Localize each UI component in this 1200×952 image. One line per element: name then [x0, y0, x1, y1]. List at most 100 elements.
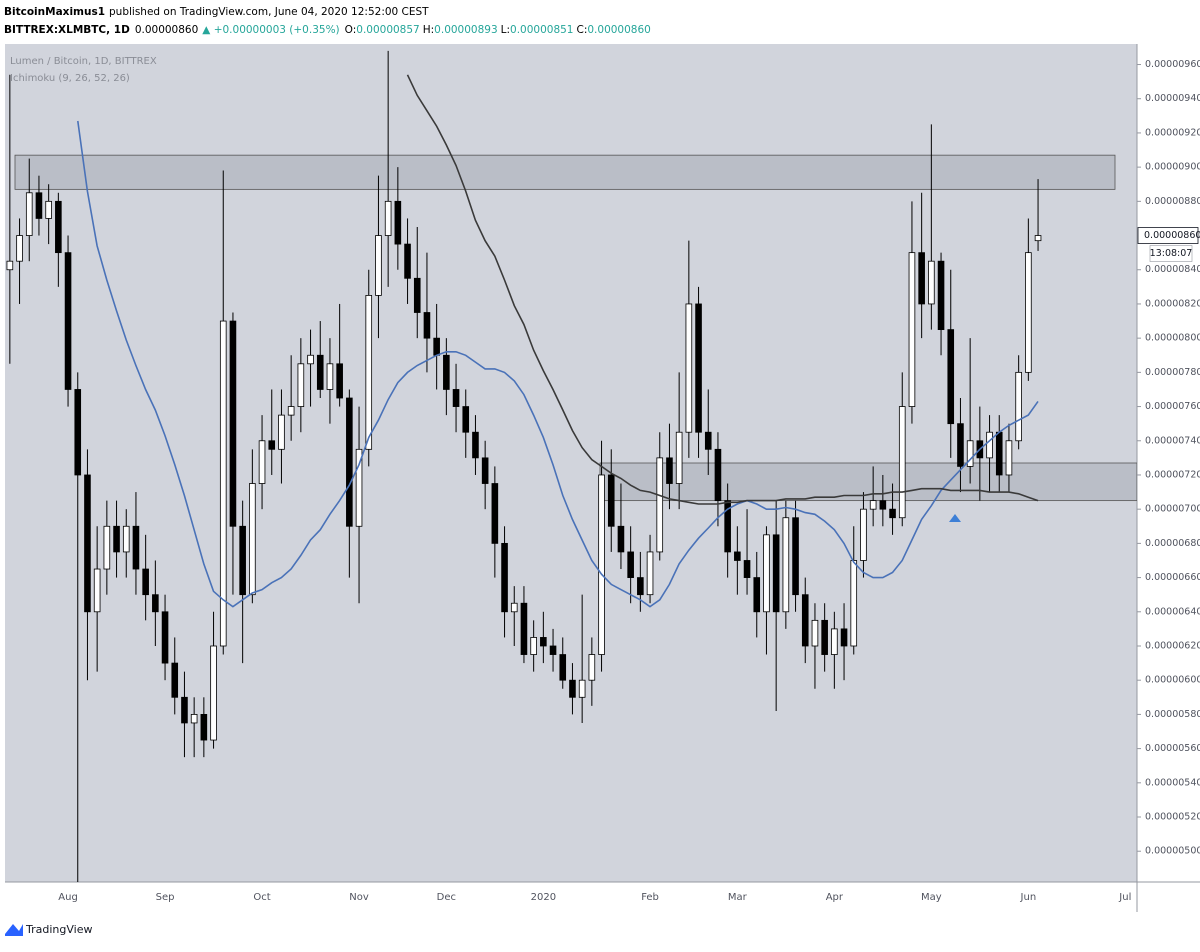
ohlc-label: C: [577, 24, 588, 36]
x-tick-label: Feb [641, 892, 659, 903]
candle-body [995, 431, 1003, 476]
x-tick-label: Jul [1118, 892, 1131, 903]
candle-body [142, 568, 149, 596]
candle-body [520, 602, 528, 655]
candle-body [1025, 252, 1032, 373]
candle-body [510, 602, 518, 613]
candle-body [287, 406, 295, 416]
candle-body [384, 200, 392, 236]
candle-body [666, 457, 673, 484]
candle-body [200, 714, 208, 741]
candle-body [481, 457, 489, 484]
y-tick-label: 0.00000800 [1145, 333, 1200, 344]
candle-body [491, 483, 499, 544]
x-tick-label: Sep [156, 892, 175, 903]
price: 0.00000860 [135, 24, 198, 36]
ohlc-label: H: [423, 24, 434, 36]
candle-body [695, 303, 702, 433]
x-tick-label: Apr [826, 892, 844, 903]
indicator-label: Ichimoku (9, 26, 52, 26) [10, 73, 130, 84]
candle-body [1005, 440, 1013, 476]
candle-body [607, 474, 615, 527]
y-tick-label: 0.00000540 [1145, 777, 1200, 788]
candle-body [811, 619, 819, 647]
candle-body [724, 500, 731, 553]
candle-body [879, 500, 887, 510]
candle-body [627, 551, 634, 578]
candle-body [743, 560, 751, 578]
candle-body [860, 508, 867, 561]
candle-body [763, 534, 770, 613]
y-tick-label: 0.00000500 [1145, 846, 1200, 857]
y-tick-label: 0.00000680 [1145, 538, 1200, 549]
ohlc-value: 0.00000851 [510, 24, 573, 36]
candle-body [646, 551, 654, 596]
y-tick-label: 0.00000720 [1145, 469, 1200, 480]
y-tick-label: 0.00000820 [1145, 298, 1200, 309]
y-tick-label: 0.00000740 [1145, 435, 1200, 446]
author: BitcoinMaximus1 [4, 6, 105, 18]
y-tick-label: 0.00000640 [1145, 606, 1200, 617]
logo [5, 924, 23, 936]
candle-body [132, 525, 140, 570]
candle-body [103, 525, 111, 570]
candle-body [297, 363, 305, 407]
x-tick-label: 2020 [531, 892, 556, 903]
candle-body [540, 637, 547, 647]
zone [14, 154, 1116, 190]
ohlc-value: 0.00000893 [434, 24, 497, 36]
candle-body [598, 474, 605, 655]
candle-body [210, 645, 217, 741]
ohlc-label: O: [345, 24, 357, 36]
candle-body [1034, 235, 1042, 242]
candle-body [239, 525, 246, 596]
candle-body [355, 448, 363, 527]
candle-body [336, 363, 343, 399]
candle-body [957, 423, 964, 467]
candle-body [268, 440, 276, 450]
candle-body [181, 696, 188, 724]
candle-body [898, 406, 906, 519]
change: ▲ +0.00000003 (+0.35%) [202, 24, 339, 36]
candle-body [549, 645, 557, 655]
candle-body [413, 277, 421, 313]
candle-body [307, 354, 314, 365]
y-tick-label: 0.00000920 [1145, 127, 1200, 138]
x-tick-label: Oct [253, 892, 270, 903]
y-tick-label: 0.00000580 [1145, 709, 1200, 720]
candle-body [394, 200, 402, 245]
candle-body [219, 320, 227, 647]
published: published on TradingView.com, June 04, 2… [109, 6, 429, 18]
y-tick-label: 0.00000840 [1145, 264, 1200, 275]
x-tick-label: Dec [437, 892, 456, 903]
candle-body [831, 628, 838, 655]
signal-marker [949, 514, 961, 522]
candle-body [423, 312, 431, 339]
header-line-2: BITTREX:XLMBTC, 1D 0.00000860 ▲ +0.0000000… [4, 24, 651, 36]
y-tick-label: 0.00000520 [1145, 812, 1200, 823]
candle-body [792, 517, 799, 596]
candle-body [229, 320, 237, 527]
candle-body [122, 525, 130, 553]
candle-body [578, 679, 586, 698]
candle-body [908, 252, 916, 407]
y-tick-label: 0.00000900 [1145, 162, 1200, 173]
price-tag [1137, 227, 1199, 244]
candle-body [93, 568, 101, 613]
countdown: 13:08:07 [1150, 248, 1193, 259]
candle-body [152, 594, 159, 613]
candle-body [685, 303, 693, 433]
candle-body [278, 414, 285, 450]
candle-body [840, 628, 848, 647]
candle-body [258, 440, 266, 484]
plot [6, 50, 1137, 882]
candle-body [656, 457, 664, 553]
ohlc: O:0.00000857 H:0.00000893 L:0.00000851 C:0.… [345, 24, 651, 36]
candle-body [753, 577, 761, 613]
x-tick-label: Aug [58, 892, 78, 903]
candle-body [821, 619, 828, 655]
ohlc-label: L: [501, 24, 510, 36]
candle-body [801, 594, 809, 647]
x-tick-label: Mar [728, 892, 748, 903]
